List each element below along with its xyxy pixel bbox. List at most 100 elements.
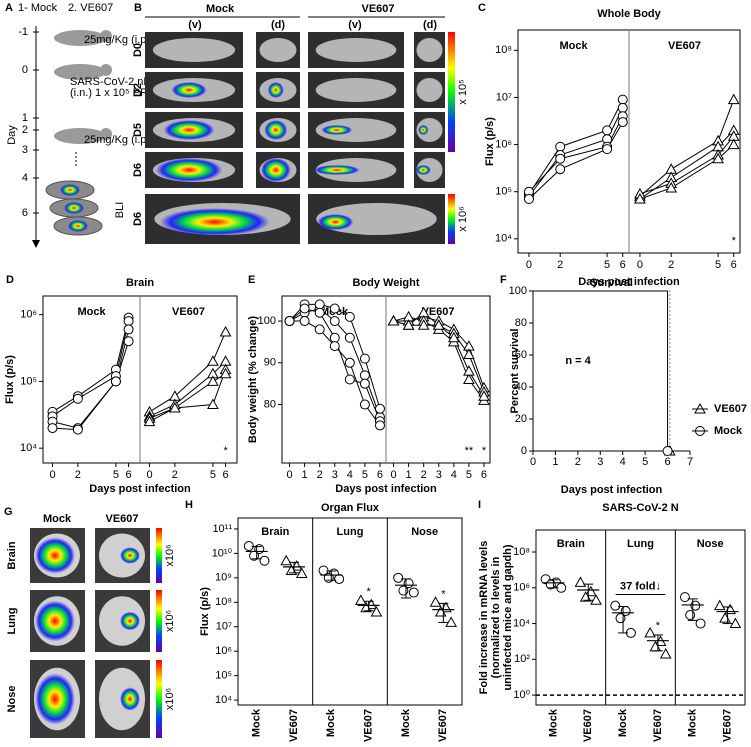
data-point xyxy=(219,325,232,337)
x-tick-label: 2 xyxy=(557,259,563,271)
data-point xyxy=(685,610,696,621)
y-axis-title: Flux (p/s) xyxy=(4,355,16,404)
panel-letter: C xyxy=(478,2,486,14)
x-tick-label: 1 xyxy=(552,456,558,468)
y-tick-label: 10⁰ xyxy=(513,689,530,701)
data-point xyxy=(432,319,445,330)
label: D6 xyxy=(132,163,144,177)
label: Brain xyxy=(6,541,18,569)
panel-letter: D xyxy=(6,274,14,286)
data-point xyxy=(679,592,690,603)
data-point xyxy=(523,193,534,204)
y-axis-title: Body weight (% change) xyxy=(247,316,259,443)
x-tick-label: 5 xyxy=(642,456,648,468)
data-point xyxy=(207,375,219,386)
panel-letter: H xyxy=(185,499,193,511)
signal xyxy=(313,165,360,175)
label: D6 xyxy=(132,212,144,226)
signal xyxy=(260,158,291,182)
signal xyxy=(120,547,140,564)
mouse xyxy=(54,128,106,144)
data-point xyxy=(299,303,310,314)
label: VE607 xyxy=(361,3,394,15)
data-point xyxy=(110,376,121,387)
chart-title: Body Weight xyxy=(352,277,419,289)
x-tick-label: 7 xyxy=(687,456,693,468)
label: (v) xyxy=(348,19,362,31)
data-point xyxy=(417,319,430,330)
data-point xyxy=(719,612,731,623)
series-line xyxy=(528,115,624,193)
signal xyxy=(68,220,88,232)
series-line xyxy=(149,331,227,413)
label: D0 xyxy=(132,43,144,57)
data-point xyxy=(344,374,355,385)
x-tick-label: VE607 xyxy=(363,709,375,742)
panel-letter: G xyxy=(4,506,13,518)
signal xyxy=(159,208,270,236)
facet-title: Mock xyxy=(559,40,588,52)
data-point xyxy=(123,324,134,335)
data-point xyxy=(169,401,181,413)
day-label: 1 xyxy=(22,112,28,124)
mouse xyxy=(54,64,106,80)
data-point xyxy=(429,596,442,607)
x-tick-label: 5 xyxy=(362,469,368,481)
y-axis-title: (normalized to levels in xyxy=(490,556,502,678)
y-tick-label: 100 xyxy=(258,315,276,327)
label: x10⁶ xyxy=(164,544,176,566)
data-point xyxy=(374,420,385,431)
legend-label: VE607 xyxy=(714,403,747,415)
label: VE607 xyxy=(105,513,138,525)
x-tick-label: 6 xyxy=(731,259,737,271)
data-point xyxy=(207,355,219,366)
data-point xyxy=(295,567,308,579)
data-point xyxy=(219,367,232,379)
facet-title: VE607 xyxy=(668,40,701,52)
series-line xyxy=(149,360,226,417)
y-tick-label: 10⁵ xyxy=(215,670,232,682)
data-point xyxy=(555,141,566,152)
data-point xyxy=(344,332,355,343)
data-point xyxy=(314,307,325,318)
series-line xyxy=(639,144,735,200)
signal xyxy=(163,120,215,140)
significance: * xyxy=(441,588,446,600)
label: D2 xyxy=(132,83,144,97)
data-point xyxy=(344,311,355,322)
x-tick-label: 6 xyxy=(223,469,229,481)
significance: ** xyxy=(465,445,474,457)
plot-frame xyxy=(535,529,746,706)
x-tick-label: Mock xyxy=(325,708,337,737)
data-point xyxy=(574,576,587,587)
y-tick-label: 10⁵ xyxy=(20,375,37,387)
data-point xyxy=(447,331,460,343)
data-point xyxy=(284,316,295,327)
x-tick-label: 1 xyxy=(406,469,412,481)
data-point xyxy=(280,554,293,566)
day-label: -1 xyxy=(18,26,28,38)
annotation: n = 4 xyxy=(565,355,591,367)
group-title: Nose xyxy=(411,526,438,538)
signal xyxy=(264,120,288,140)
x-tick-label: VE607 xyxy=(437,709,449,742)
x-tick-label: 6 xyxy=(377,469,383,481)
x-tick-label: 5 xyxy=(466,469,472,481)
x-tick-label: 2 xyxy=(75,469,81,481)
x-tick-label: 4 xyxy=(451,469,457,481)
y-tick-label: 60 xyxy=(515,349,527,361)
y-tick-label: 80 xyxy=(264,398,276,410)
data-point xyxy=(602,144,613,155)
group-title: Lung xyxy=(627,538,654,550)
legend-label: Mock xyxy=(714,425,743,437)
y-tick-label: 10⁴ xyxy=(20,442,37,454)
chart-title: SARS-CoV-2 N xyxy=(602,502,678,514)
data-point xyxy=(615,613,626,624)
y-tick-label: 10⁷ xyxy=(216,621,232,633)
color-bar xyxy=(156,590,162,652)
chart-title: Organ Flux xyxy=(321,502,380,514)
facet-title: VE607 xyxy=(421,306,454,318)
data-point xyxy=(299,316,310,327)
label: Mock xyxy=(206,3,235,15)
data-point xyxy=(370,605,383,617)
